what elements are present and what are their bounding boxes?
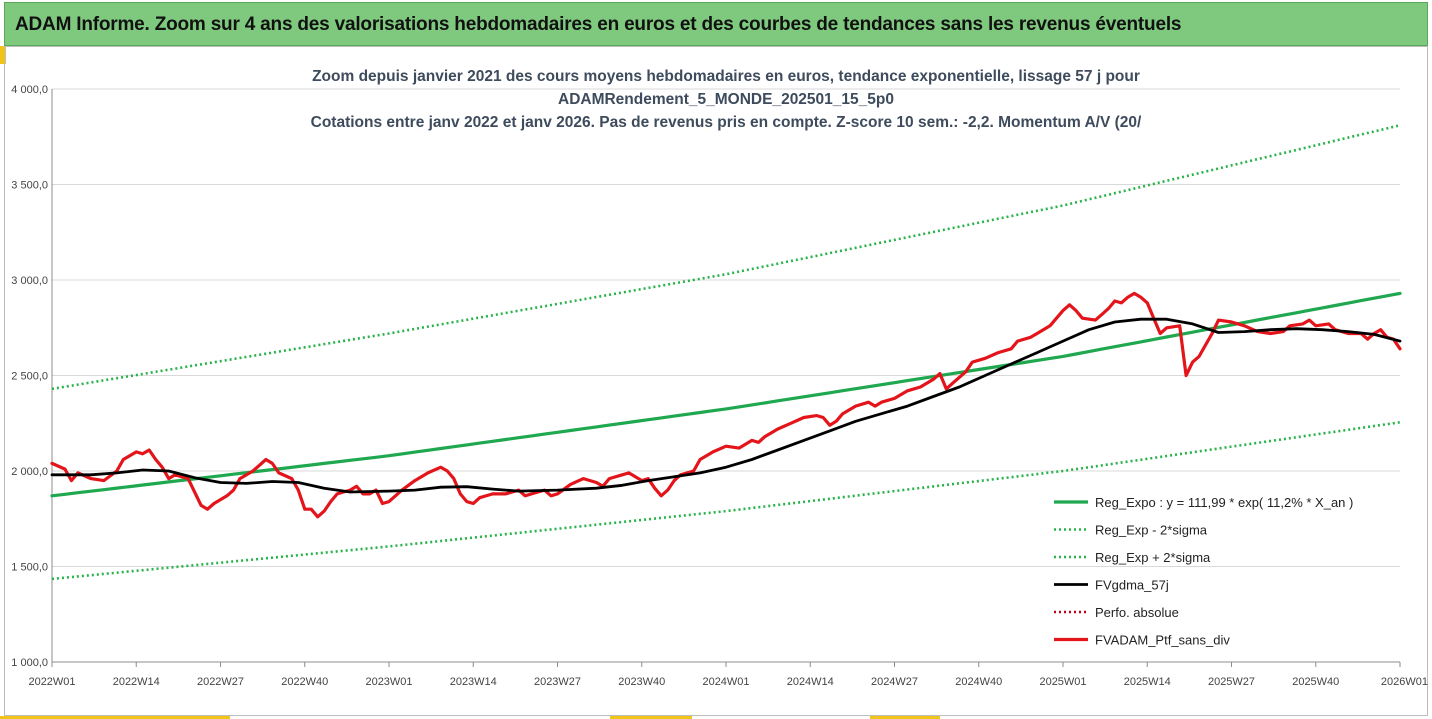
series-lines xyxy=(50,124,1402,581)
chart-title-line: ADAMRendement_5_MONDE_202501_15_5p0 xyxy=(558,91,894,108)
series-line-0 xyxy=(50,291,1402,498)
x-tick-label: 2024W14 xyxy=(787,676,834,688)
series-line-2 xyxy=(51,124,1401,391)
x-tick-label: 2026W01 xyxy=(1381,676,1428,688)
y-tick-label: 4 000,0 xyxy=(11,84,48,96)
legend-entry: Reg_Exp + 2*sigma xyxy=(1095,550,1211,565)
legend-entry: Perfo. absolue xyxy=(1095,605,1179,620)
x-tick-label: 2023W40 xyxy=(618,676,665,688)
x-tick-label: 2025W14 xyxy=(1124,676,1171,688)
x-tick-label: 2022W01 xyxy=(28,676,75,688)
footer-accent-mid xyxy=(610,716,692,719)
footer-accent-left xyxy=(0,716,230,719)
footer-accent-right xyxy=(870,716,940,719)
corner-accent xyxy=(0,46,6,64)
legend-entry: FVADAM_Ptf_sans_div xyxy=(1095,633,1230,648)
legend-entry: Reg_Expo : y = 111,99 * exp( 11,2% * X_a… xyxy=(1095,495,1353,510)
y-tick-label: 1 500,0 xyxy=(11,562,48,574)
chart-title-line: Zoom depuis janvier 2021 des cours moyen… xyxy=(312,68,1140,85)
x-tick-label: 2023W14 xyxy=(450,676,497,688)
y-tick-label: 3 000,0 xyxy=(11,275,48,287)
x-tick-label: 2023W01 xyxy=(365,676,412,688)
x-tick-label: 2024W40 xyxy=(955,676,1002,688)
legend: Reg_Expo : y = 111,99 * exp( 11,2% * X_a… xyxy=(1054,495,1353,648)
chart-title: Zoom depuis janvier 2021 des cours moyen… xyxy=(311,68,1142,131)
report-title: ADAM Informe. Zoom sur 4 ans des valoris… xyxy=(15,14,1182,35)
x-tick-label: 2022W27 xyxy=(197,676,244,688)
y-tick-label: 1 000,0 xyxy=(11,657,48,669)
y-axis-ticks: 4 000,0 3 500,0 3 000,0 2 500,0 2 000,0 1 500… xyxy=(11,84,48,669)
legend-entry: FVgdma_57j xyxy=(1095,578,1169,593)
x-axis-ticks: 2022W01 2022W14 2022W27 2022W40 2023W01 2023W… xyxy=(28,662,1428,688)
x-tick-label: 2025W27 xyxy=(1208,676,1255,688)
series-line-3 xyxy=(50,317,1402,494)
series-line-1 xyxy=(51,421,1401,581)
y-tick-label: 2 000,0 xyxy=(11,466,48,478)
y-tick-label: 3 500,0 xyxy=(11,180,48,192)
chart-title-line: Cotations entre janv 2022 et janv 2026. … xyxy=(311,114,1142,131)
report-banner: ADAM Informe. Zoom sur 4 ans des valoris… xyxy=(4,2,1428,46)
x-tick-label: 2023W27 xyxy=(534,676,581,688)
chart-frame xyxy=(4,46,1428,716)
x-tick-label: 2022W40 xyxy=(281,676,328,688)
y-tick-label: 2 500,0 xyxy=(11,371,48,383)
x-tick-label: 2025W01 xyxy=(1039,676,1086,688)
legend-entry: Reg_Exp - 2*sigma xyxy=(1095,523,1208,538)
x-tick-label: 2022W14 xyxy=(113,676,160,688)
series-line-5 xyxy=(50,291,1402,519)
x-tick-label: 2024W01 xyxy=(702,676,749,688)
x-tick-label: 2024W27 xyxy=(871,676,918,688)
x-tick-label: 2025W40 xyxy=(1292,676,1339,688)
